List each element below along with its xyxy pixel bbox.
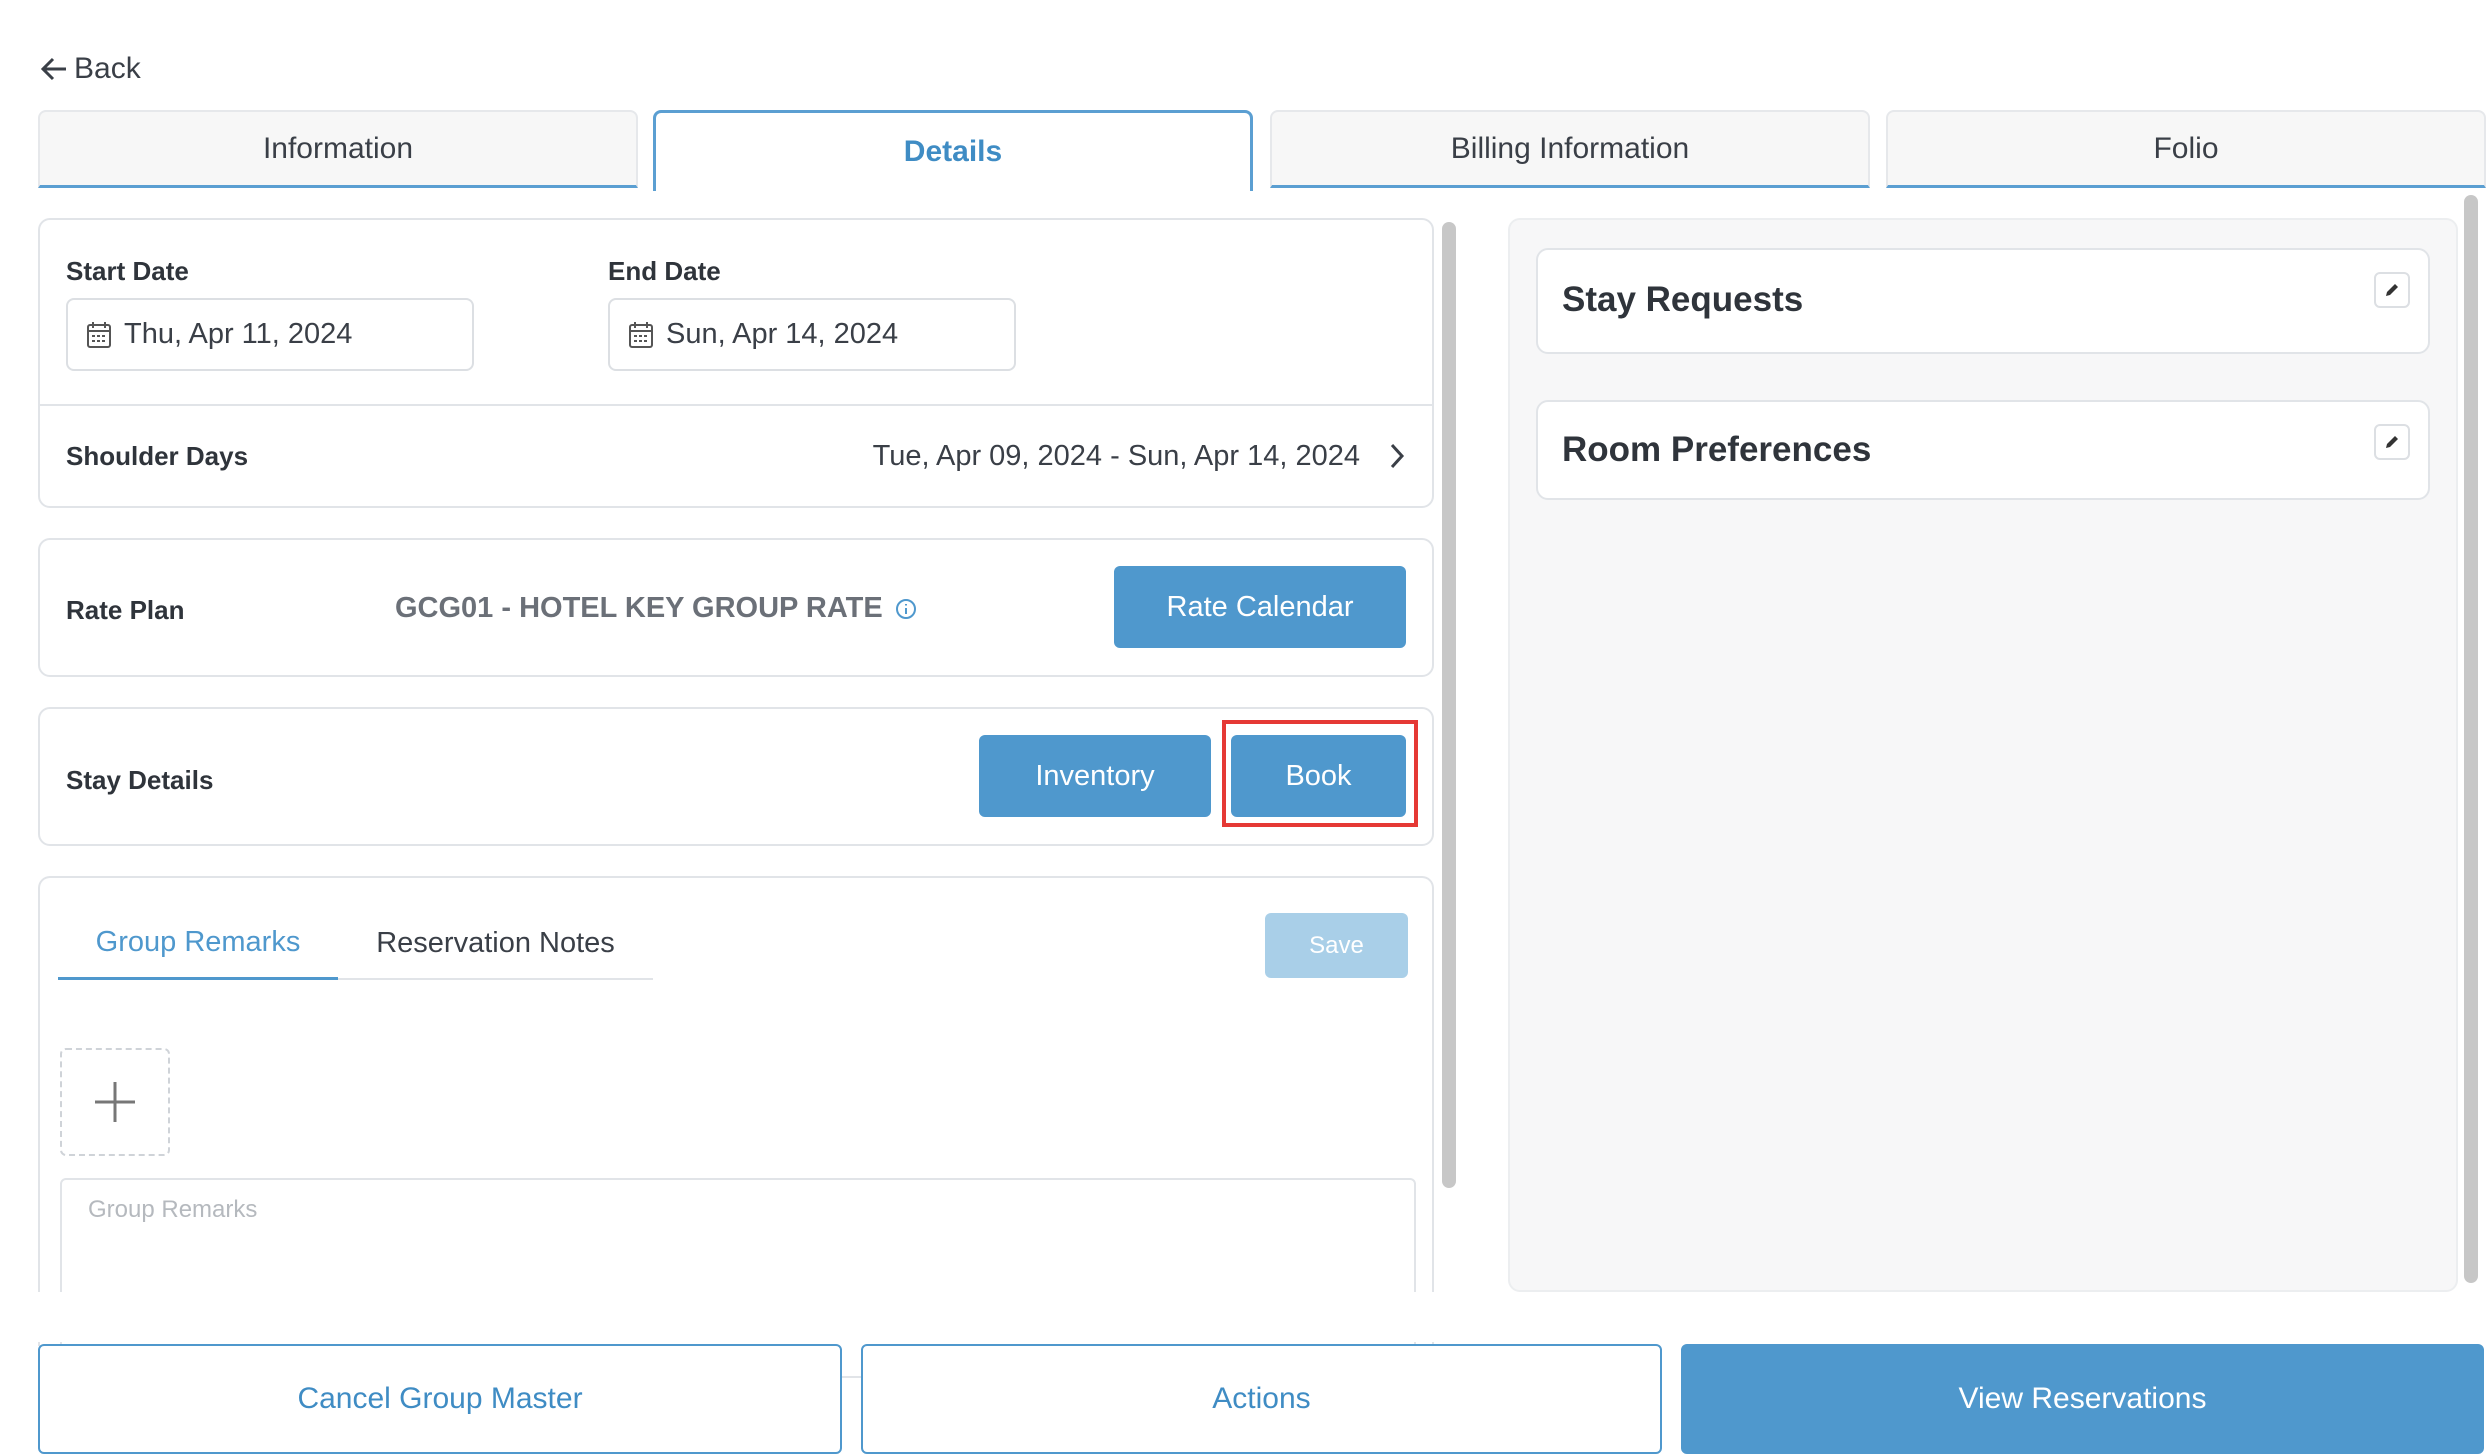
rate-calendar-button[interactable]: Rate Calendar [1114,566,1406,648]
calendar-icon [629,321,653,348]
room-preferences-title: Room Preferences [1562,430,1872,469]
save-button[interactable]: Save [1265,913,1408,978]
back-label: Back [74,52,141,85]
end-date-field[interactable]: Sun, Apr 14, 2024 [608,298,1016,371]
chevron-right-icon [1390,443,1405,469]
stay-requests-title: Stay Requests [1562,280,1804,319]
tab-group-remarks[interactable]: Group Remarks [58,908,338,980]
actions-button[interactable]: Actions [861,1344,1662,1454]
plus-icon [95,1082,135,1122]
start-date-value: Thu, Apr 11, 2024 [124,318,353,350]
tab-details[interactable]: Details [653,110,1253,191]
add-attachment-button[interactable] [60,1048,170,1156]
book-highlight [1222,720,1418,827]
left-scrollbar[interactable] [1442,222,1456,1188]
right-panel: Stay Requests Room Preferences [1508,218,2458,1292]
divider [40,404,1432,406]
edit-room-preferences-button[interactable] [2374,424,2410,460]
remarks-card: Group Remarks Reservation Notes Save Gro… [38,876,1434,1378]
end-date-label: End Date [608,256,721,286]
rate-plan-label: Rate Plan [66,595,185,625]
tab-reservation-notes[interactable]: Reservation Notes [338,908,653,980]
rate-plan-value: GCG01 - HOTEL KEY GROUP RATE [395,592,883,624]
dates-card: Start Date Thu, Apr 11, 2024 End Date Su… [38,218,1434,508]
start-date-label: Start Date [66,256,189,286]
room-preferences-card: Room Preferences [1536,400,2430,500]
calendar-icon [87,321,111,348]
shoulder-days-row[interactable]: Shoulder Days Tue, Apr 09, 2024 - Sun, A… [40,406,1432,506]
info-icon[interactable] [895,598,917,620]
tab-billing-information[interactable]: Billing Information [1270,110,1870,188]
pencil-icon [2386,284,2398,296]
tab-information[interactable]: Information [38,110,638,188]
right-scrollbar[interactable] [2464,195,2478,1283]
arrow-left-icon [40,57,66,81]
rate-plan-card: Rate Plan GCG01 - HOTEL KEY GROUP RATE R… [38,538,1434,677]
stay-details-label: Stay Details [66,765,214,795]
shoulder-days-label: Shoulder Days [66,440,249,471]
inventory-button[interactable]: Inventory [979,735,1211,817]
pencil-icon [2386,436,2398,448]
start-date-field[interactable]: Thu, Apr 11, 2024 [66,298,474,371]
book-button[interactable]: Book [1231,735,1406,817]
rate-plan-value-wrap: GCG01 - HOTEL KEY GROUP RATE [395,592,917,625]
stay-requests-card: Stay Requests [1536,248,2430,354]
tab-folio[interactable]: Folio [1886,110,2486,188]
view-reservations-button[interactable]: View Reservations [1681,1344,2484,1454]
edit-stay-requests-button[interactable] [2374,272,2410,308]
back-link[interactable]: Back [40,52,141,86]
stay-details-card: Stay Details Inventory Book [38,707,1434,846]
shoulder-days-value: Tue, Apr 09, 2024 - Sun, Apr 14, 2024 [872,439,1360,472]
clip-mask [0,1292,1500,1342]
cancel-group-master-button[interactable]: Cancel Group Master [38,1344,842,1454]
end-date-value: Sun, Apr 14, 2024 [666,318,899,350]
